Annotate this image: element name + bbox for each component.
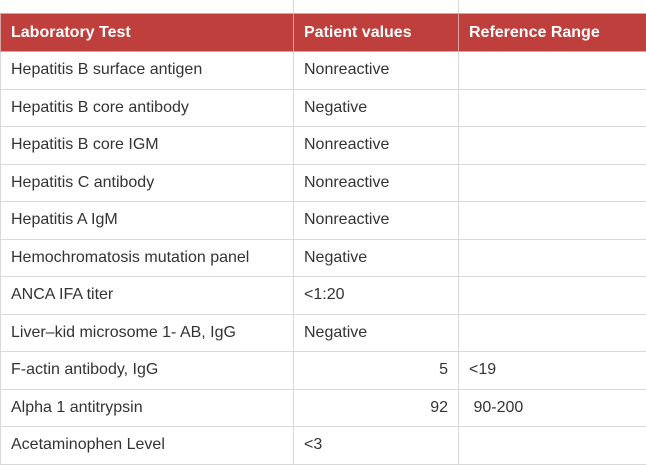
patient-value-cell: Nonreactive	[293, 201, 459, 240]
test-name-cell: Acetaminophen Level	[0, 426, 294, 465]
reference-range-cell	[458, 163, 646, 202]
patient-value-cell: 92	[293, 388, 459, 427]
table-row: Hepatitis C antibody Nonreactive	[0, 163, 646, 202]
test-name-cell: ANCA IFA titer	[0, 276, 294, 315]
table-row: Hepatitis A IgM Nonreactive	[0, 201, 646, 240]
table-row: Alpha 1 antitrypsin 92 90-200	[0, 388, 646, 427]
test-name-cell: Alpha 1 antitrypsin	[0, 388, 294, 427]
reference-range-cell	[458, 51, 646, 90]
table-row: Acetaminophen Level <3	[0, 426, 646, 465]
table-row: Hepatitis B surface antigen Nonreactive	[0, 51, 646, 90]
reference-range-cell	[458, 313, 646, 352]
test-name-cell: Liver–kid microsome 1- AB, IgG	[0, 313, 294, 352]
test-name-cell: Hepatitis B core antibody	[0, 88, 294, 127]
reference-range-cell: <19	[458, 351, 646, 390]
header-laboratory-test: Laboratory Test	[0, 13, 294, 52]
patient-value-cell: <3	[293, 426, 459, 465]
reference-range-cell	[458, 426, 646, 465]
header-reference-range: Reference Range	[458, 13, 646, 52]
column-divider	[293, 0, 294, 13]
column-divider	[458, 0, 459, 13]
patient-value-cell: 5	[293, 351, 459, 390]
test-name-cell: Hepatitis A IgM	[0, 201, 294, 240]
lab-results-table: Laboratory Test Patient values Reference…	[0, 13, 646, 465]
reference-range-cell: 90-200	[458, 388, 646, 427]
table-row: ANCA IFA titer <1:20	[0, 276, 646, 315]
table-row: Hepatitis B core antibody Negative	[0, 88, 646, 127]
patient-value-cell: Negative	[293, 313, 459, 352]
test-name-cell: Hepatitis C antibody	[0, 163, 294, 202]
reference-range-cell	[458, 126, 646, 165]
patient-value-cell: Negative	[293, 88, 459, 127]
table-row: Hemochromatosis mutation panel Negative	[0, 238, 646, 277]
patient-value-cell: Nonreactive	[293, 163, 459, 202]
table-row: F-actin antibody, IgG 5 <19	[0, 351, 646, 390]
header-patient-values: Patient values	[293, 13, 459, 52]
table-row: Liver–kid microsome 1- AB, IgG Negative	[0, 313, 646, 352]
test-name-cell: Hepatitis B surface antigen	[0, 51, 294, 90]
test-name-cell: Hemochromatosis mutation panel	[0, 238, 294, 277]
patient-value-cell: Nonreactive	[293, 126, 459, 165]
reference-range-cell	[458, 201, 646, 240]
reference-range-cell	[458, 88, 646, 127]
patient-value-cell: <1:20	[293, 276, 459, 315]
reference-range-cell	[458, 238, 646, 277]
patient-value-cell: Nonreactive	[293, 51, 459, 90]
top-strip	[0, 0, 646, 13]
table-header-row: Laboratory Test Patient values Reference…	[0, 13, 646, 52]
reference-range-cell	[458, 276, 646, 315]
test-name-cell: Hepatitis B core IGM	[0, 126, 294, 165]
table-row: Hepatitis B core IGM Nonreactive	[0, 126, 646, 165]
patient-value-cell: Negative	[293, 238, 459, 277]
test-name-cell: F-actin antibody, IgG	[0, 351, 294, 390]
